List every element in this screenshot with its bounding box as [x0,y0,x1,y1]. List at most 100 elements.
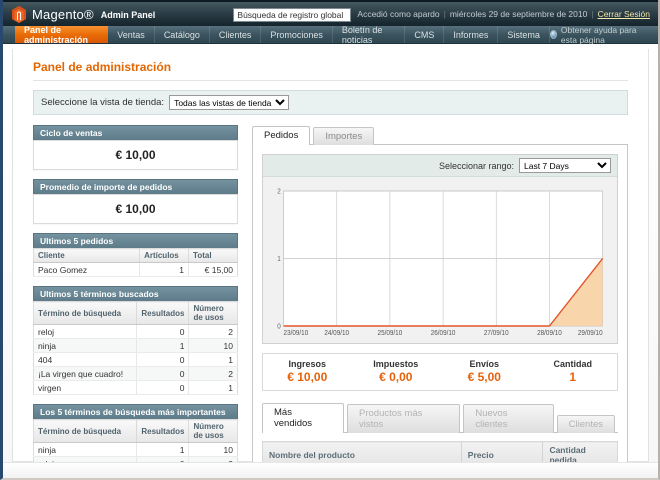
col-header[interactable]: Término de búsqueda [34,420,137,443]
range-label: Seleccionar rango: [439,161,514,171]
col-header[interactable]: Artículos [140,249,189,263]
current-date: miércoles 29 de septiembre de 2010 [450,9,588,19]
orders-area-chart: 23/09/1024/09/1025/09/1026/09/1027/09/10… [269,183,609,341]
table-row: reloj02 [34,325,238,339]
range-select[interactable]: Last 7 Days [519,158,611,173]
table-cell: 404 [34,353,137,367]
col-header[interactable]: Número de usos [189,420,238,443]
tab-bestsellers[interactable]: Más vendidos [262,403,344,433]
orders-chart: 23/09/1024/09/1025/09/1026/09/1027/09/10… [263,177,617,343]
table-cell: € 15,00 [189,263,238,277]
table-cell: reloj [34,325,137,339]
nav-item-system[interactable]: Sistema [498,26,550,43]
table-cell: 2 [189,325,238,339]
last-orders-table: Cliente Artículos Total Paco Gomez1€ 15,… [33,248,238,277]
table-cell: 10 [189,443,238,457]
nav-item-dashboard[interactable]: Panel de administración [15,26,108,43]
table-cell: 1 [137,339,189,353]
stat-value: 1 [529,370,618,384]
col-header[interactable]: Término de búsqueda [34,302,137,325]
logout-link[interactable]: Cerrar Sesión [598,9,650,19]
col-header[interactable]: Cliente [34,249,140,263]
header-meta: Accedió como apardo | miércoles 29 de se… [357,9,650,19]
help-link[interactable]: Obtener ayuda para esta página [550,26,658,43]
dashboard-panel: Panel de administración Seleccione la vi… [12,49,649,462]
tab-new-customers[interactable]: Nuevos clientes [463,404,553,433]
table-row: Paco Gomez1€ 15,00 [34,263,238,277]
table-row: ninja110 [34,443,238,457]
help-globe-icon [550,30,557,39]
tab-most-viewed[interactable]: Productos más vistos [347,404,460,433]
store-view-select[interactable]: Todas las vistas de tienda [169,95,289,110]
svg-text:28/09/10: 28/09/10 [537,330,562,337]
range-selector: Seleccionar rango: Last 7 Days [263,155,617,177]
stat-value: € 10,00 [263,370,352,384]
last-orders-title: Ultimos 5 pedidos [33,233,238,248]
separator: | [444,9,446,19]
lifetime-sales-value: € 10,00 [33,140,238,170]
top-search-terms-title: Los 5 términos de búsqueda más important… [33,404,238,419]
store-view-switcher: Seleccione la vista de tienda: Todas las… [33,90,628,115]
last-search-terms-title: Ultimos 5 términos buscados [33,286,238,301]
table-cell: 2 [189,367,238,381]
magento-logo: Magento® Admin Panel [11,6,155,23]
table-cell: 1 [189,381,238,395]
stat-label: Cantidad [529,359,618,369]
nav-item-reports[interactable]: Informes [444,26,498,43]
chart-tab-content: Seleccionar rango: Last 7 Days 23/09/102… [252,145,628,480]
table-row: virgen01 [34,381,238,395]
stat-label: Envíos [440,359,529,369]
table-cell: ¡La virgen que cuadro! [34,367,137,381]
bottom-tabs: Más vendidos Productos más vistos Nuevos… [262,402,618,433]
nav-item-customers[interactable]: Clientes [210,26,262,43]
global-search [233,5,351,23]
col-header[interactable]: Número de usos [189,302,238,325]
average-order-title: Promedio de importe de pedidos [33,179,238,194]
table-cell: Paco Gomez [34,263,140,277]
table-row: ¡La virgen que cuadro!02 [34,367,238,381]
global-search-input[interactable] [233,8,351,22]
nav-item-cms[interactable]: CMS [405,26,444,43]
stat-shipping: Envíos € 5,00 [440,359,529,384]
table-cell: 10 [189,339,238,353]
table-cell: 0 [137,381,189,395]
title-divider [33,80,628,81]
table-cell: virgen [34,381,137,395]
chart-tabs: Pedidos Importes [252,125,628,145]
nav-item-newsletter[interactable]: Boletín de noticias [333,26,405,43]
stat-tax: Impuestos € 0,00 [352,359,441,384]
stat-quantity: Cantidad 1 [529,359,618,384]
orders-chart-frame: Seleccionar rango: Last 7 Days 23/09/102… [262,154,618,344]
stat-value: € 5,00 [440,370,529,384]
col-header[interactable]: Total [189,249,238,263]
content-area: Panel de administración Seleccione la vi… [3,44,658,462]
logged-in-as: Accedió como apardo [357,9,439,19]
svg-text:2: 2 [277,188,281,195]
table-cell: 1 [140,263,189,277]
nav-item-catalog[interactable]: Catálogo [155,26,210,43]
table-cell: 1 [189,353,238,367]
table-cell: 0 [137,325,189,339]
tab-orders[interactable]: Pedidos [252,126,310,145]
stat-value: € 0,00 [352,370,441,384]
magento-logo-icon [11,6,27,23]
dashboard-left-column: Ciclo de ventas € 10,00 Promedio de impo… [33,125,238,480]
tab-customers[interactable]: Clientes [557,415,615,433]
last-orders-card: Ultimos 5 pedidos Cliente Artículos Tota… [33,233,238,277]
lifetime-sales-card: Ciclo de ventas € 10,00 [33,125,238,170]
svg-text:1: 1 [277,256,281,263]
brand-name: Magento® [32,7,94,22]
col-header[interactable]: Resultados [137,302,189,325]
totals-bar: Ingresos € 10,00 Impuestos € 0,00 Envíos… [262,353,618,391]
table-cell: 1 [137,443,189,457]
store-view-label: Seleccione la vista de tienda: [41,97,164,108]
tab-amounts[interactable]: Importes [313,127,374,145]
table-cell: 0 [137,367,189,381]
last-search-terms-card: Ultimos 5 términos buscados Término de b… [33,286,238,395]
nav-item-sales[interactable]: Ventas [108,26,155,43]
footer-strip [3,462,658,480]
col-header[interactable]: Resultados [137,420,189,443]
magento-admin-window: Magento® Admin Panel Accedió como apardo… [0,0,660,480]
svg-text:24/09/10: 24/09/10 [324,330,349,337]
nav-item-promotions[interactable]: Promociones [261,26,333,43]
